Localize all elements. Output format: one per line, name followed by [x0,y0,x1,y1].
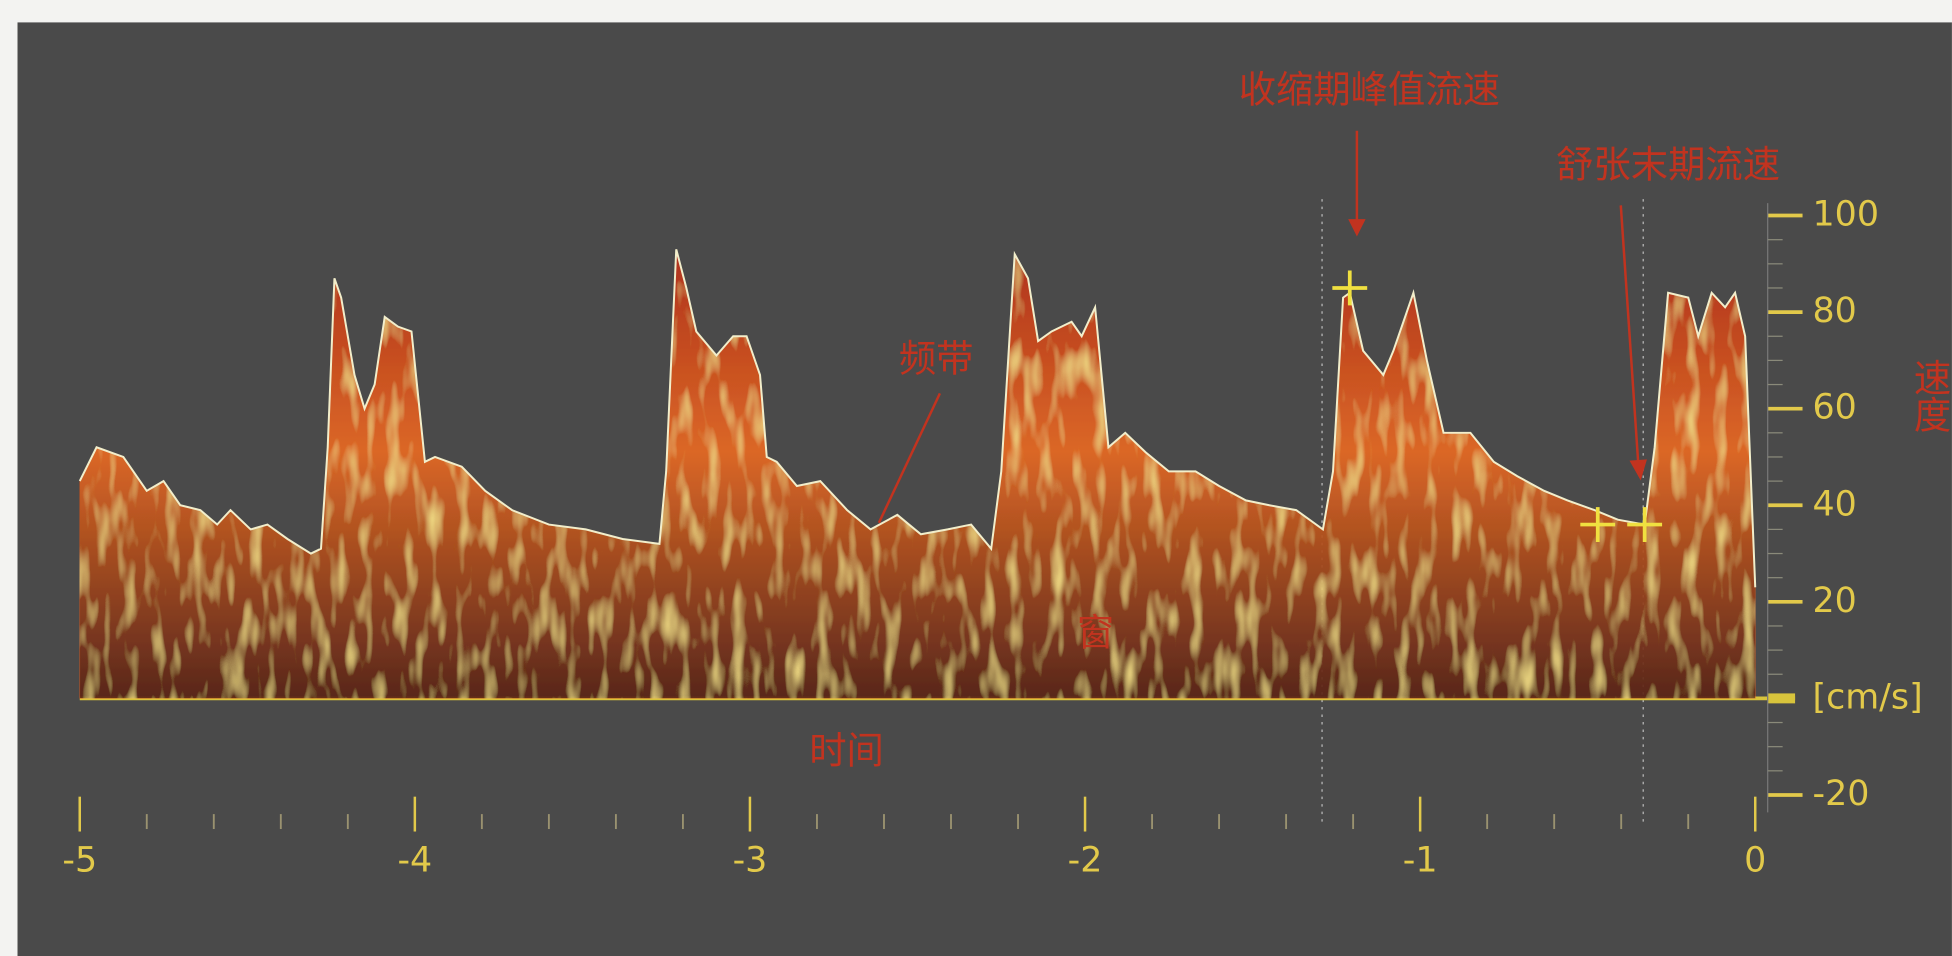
annotation: 窗 [1077,610,1114,654]
annotation: 频带 [899,336,974,380]
annotation: 舒张末期流速 [1556,142,1780,186]
x-tick-label: -4 [397,840,432,880]
y-tick-label: 60 [1813,388,1857,428]
y-tick-label: 100 [1813,195,1880,235]
x-tick-label: -3 [733,840,768,880]
y-tick-label: -20 [1813,774,1870,814]
page: 10080604020[cm/s]-20-5-4-3-2-10 收缩期峰值流速 … [0,0,1952,956]
x-tick-label: 0 [1744,840,1766,880]
zero-marker [1768,693,1795,703]
x-axis-label: 时间 [809,729,884,773]
y-axis-label: 速度 [1908,359,1952,434]
x-tick-label: -2 [1068,840,1103,880]
x-tick-label: -1 [1403,840,1438,880]
chart: 10080604020[cm/s]-20-5-4-3-2-10 收缩期峰值流速 … [0,0,1952,956]
y-tick-label: 40 [1813,484,1857,524]
annotation: 收缩期峰值流速 [1239,68,1500,112]
x-tick-label: -5 [62,840,97,880]
y-tick-label: 80 [1813,291,1857,331]
y-tick-label: [cm/s] [1813,677,1923,717]
y-tick-label: 20 [1813,581,1857,621]
